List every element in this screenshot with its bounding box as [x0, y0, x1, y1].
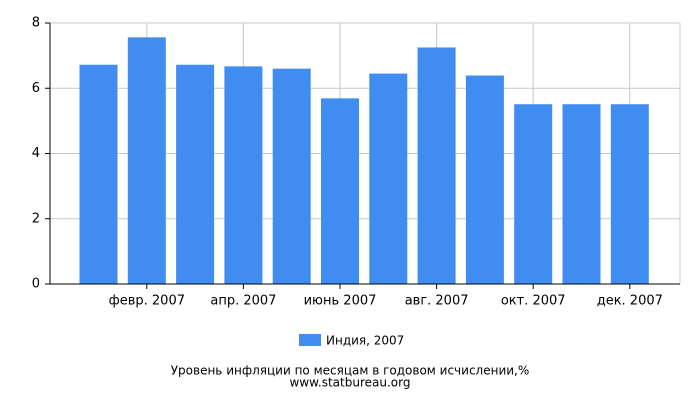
bar — [176, 64, 215, 284]
bar — [369, 73, 408, 284]
bar — [127, 37, 166, 285]
x-tick-label: июнь 2007 — [304, 294, 377, 309]
y-tick-label: 4 — [32, 146, 40, 161]
bar — [321, 98, 359, 285]
bar — [79, 64, 118, 284]
x-tick-label: окт. 2007 — [501, 294, 566, 309]
bar — [514, 104, 553, 284]
bar — [465, 75, 504, 285]
bar — [272, 68, 311, 284]
legend-swatch — [299, 334, 321, 346]
chart-subtitle: www.statbureau.org — [290, 376, 411, 390]
bar — [562, 104, 601, 284]
bar — [417, 47, 456, 284]
y-tick-label: 0 — [32, 277, 40, 292]
x-tick-label: февр. 2007 — [109, 294, 185, 309]
chart-title: Уровень инфляции по месяцам в годовом ис… — [171, 364, 530, 378]
bar — [610, 104, 649, 284]
bar — [224, 66, 263, 284]
legend-label: Индия, 2007 — [326, 334, 404, 348]
y-tick-label: 6 — [32, 81, 40, 96]
x-tick-label: дек. 2007 — [597, 294, 663, 309]
y-tick-label: 2 — [32, 211, 40, 226]
x-tick-label: апр. 2007 — [210, 294, 276, 309]
x-tick-label: авг. 2007 — [405, 294, 469, 309]
y-tick-label: 8 — [32, 16, 40, 31]
